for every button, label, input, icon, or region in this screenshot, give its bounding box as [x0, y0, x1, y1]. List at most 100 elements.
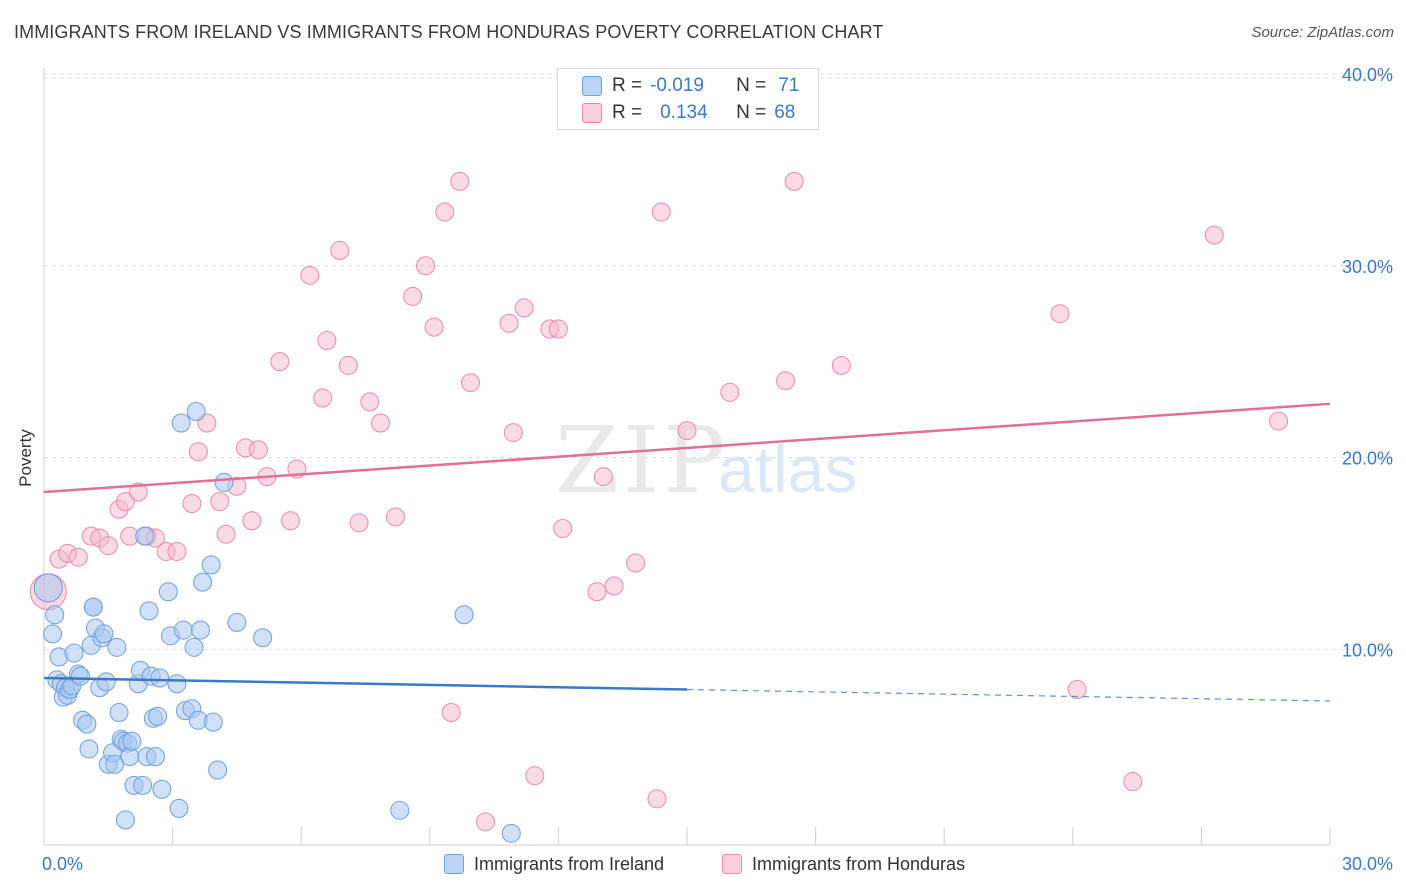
- ireland-point: [83, 597, 103, 617]
- ireland-point: [167, 674, 187, 694]
- honduras-point: [360, 392, 380, 412]
- honduras-point: [424, 317, 444, 337]
- ireland-r-label: R =: [612, 75, 643, 96]
- honduras-point: [587, 582, 607, 602]
- legend-row-ireland: R = -0.019 N = 71: [582, 73, 799, 99]
- honduras-point: [330, 240, 350, 260]
- honduras-point: [604, 576, 624, 596]
- honduras-point: [499, 313, 519, 333]
- ireland-point: [186, 401, 206, 421]
- honduras-point: [416, 256, 436, 276]
- honduras-point: [210, 492, 230, 512]
- ireland-point: [501, 823, 521, 843]
- honduras-point: [1204, 225, 1224, 245]
- honduras-point: [300, 265, 320, 285]
- ireland-point: [64, 643, 84, 663]
- legend-honduras-label: Immigrants from Honduras: [752, 853, 966, 874]
- ireland-point: [148, 706, 168, 726]
- ireland-point: [94, 624, 114, 644]
- ireland-point: [208, 760, 228, 780]
- ireland-n-label: N =: [736, 75, 767, 96]
- honduras-point: [338, 355, 358, 375]
- honduras-point: [349, 513, 369, 533]
- source-label: Source: ZipAtlas.com: [1251, 24, 1394, 41]
- ireland-point: [152, 779, 172, 799]
- ireland-point: [139, 601, 159, 621]
- ireland-point: [214, 472, 234, 492]
- ireland-point: [43, 624, 63, 644]
- honduras-point: [677, 421, 697, 441]
- honduras-swatch: [582, 103, 602, 123]
- honduras-point: [651, 202, 671, 222]
- honduras-point: [1050, 304, 1070, 324]
- y-tick-label: 20.0%: [1342, 449, 1393, 469]
- honduras-point: [503, 423, 523, 443]
- honduras-point: [450, 171, 470, 191]
- honduras-point: [784, 171, 804, 191]
- honduras-r-label: R =: [612, 102, 643, 123]
- ireland-point: [107, 637, 127, 657]
- x-tick-label-max: 30.0%: [1342, 854, 1393, 874]
- honduras-point: [248, 440, 268, 460]
- honduras-point: [167, 541, 187, 561]
- ireland-swatch: [582, 76, 602, 96]
- honduras-point: [216, 524, 236, 544]
- honduras-point: [270, 352, 290, 372]
- ireland-point: [33, 573, 63, 603]
- honduras-trend-line: [43, 402, 1331, 494]
- ireland-point: [115, 810, 135, 830]
- ireland-point: [454, 605, 474, 625]
- ireland-point: [201, 555, 221, 575]
- y-tick-label: 40.0%: [1342, 65, 1393, 85]
- honduras-n-value: 68: [774, 102, 796, 123]
- honduras-point: [182, 494, 202, 514]
- honduras-point: [593, 467, 613, 487]
- ireland-point: [135, 526, 155, 546]
- honduras-point: [68, 547, 88, 567]
- legend-item-ireland: Immigrants from Ireland: [444, 852, 664, 876]
- ireland-point: [190, 620, 210, 640]
- legend-ireland-label: Immigrants from Ireland: [474, 853, 665, 874]
- legend-ireland-swatch: [444, 854, 464, 874]
- honduras-point: [435, 202, 455, 222]
- honduras-point: [461, 373, 481, 393]
- honduras-point: [128, 482, 148, 502]
- ireland-point: [227, 612, 247, 632]
- ireland-points: [33, 401, 521, 843]
- ireland-r-value: -0.019: [650, 75, 704, 96]
- honduras-point: [441, 703, 461, 723]
- honduras-point: [548, 319, 568, 339]
- ireland-point: [193, 572, 213, 592]
- honduras-point: [188, 442, 208, 462]
- ireland-point: [173, 620, 193, 640]
- chart-title: IMMIGRANTS FROM IRELAND VS IMMIGRANTS FR…: [14, 22, 884, 42]
- honduras-point: [1269, 411, 1289, 431]
- ireland-point: [77, 714, 97, 734]
- ireland-n-value: 71: [778, 75, 800, 96]
- ireland-point: [96, 672, 116, 692]
- honduras-point: [831, 355, 851, 375]
- ireland-point: [203, 712, 223, 732]
- trend-layer: [43, 402, 1331, 702]
- honduras-point: [1123, 772, 1143, 792]
- watermark-zip: ZIP: [555, 407, 729, 514]
- honduras-point: [720, 382, 740, 402]
- ireland-point: [158, 582, 178, 602]
- honduras-point: [1067, 680, 1087, 700]
- ireland-point: [169, 798, 189, 818]
- honduras-point: [115, 492, 135, 512]
- honduras-n-label: N =: [736, 102, 767, 123]
- y-tick-label: 30.0%: [1342, 257, 1393, 277]
- stats-legend: R = -0.019 N = 71 R = 0.134 N = 68: [557, 68, 819, 130]
- ireland-point: [45, 605, 65, 625]
- ireland-point: [122, 731, 142, 751]
- honduras-point: [476, 812, 496, 832]
- honduras-point: [317, 331, 337, 351]
- honduras-point: [403, 286, 423, 306]
- ireland-trend-line: [43, 676, 688, 691]
- ireland-point: [133, 775, 153, 795]
- honduras-point: [553, 518, 573, 538]
- honduras-point: [242, 511, 262, 531]
- x-tick-label-min: 0.0%: [42, 854, 83, 874]
